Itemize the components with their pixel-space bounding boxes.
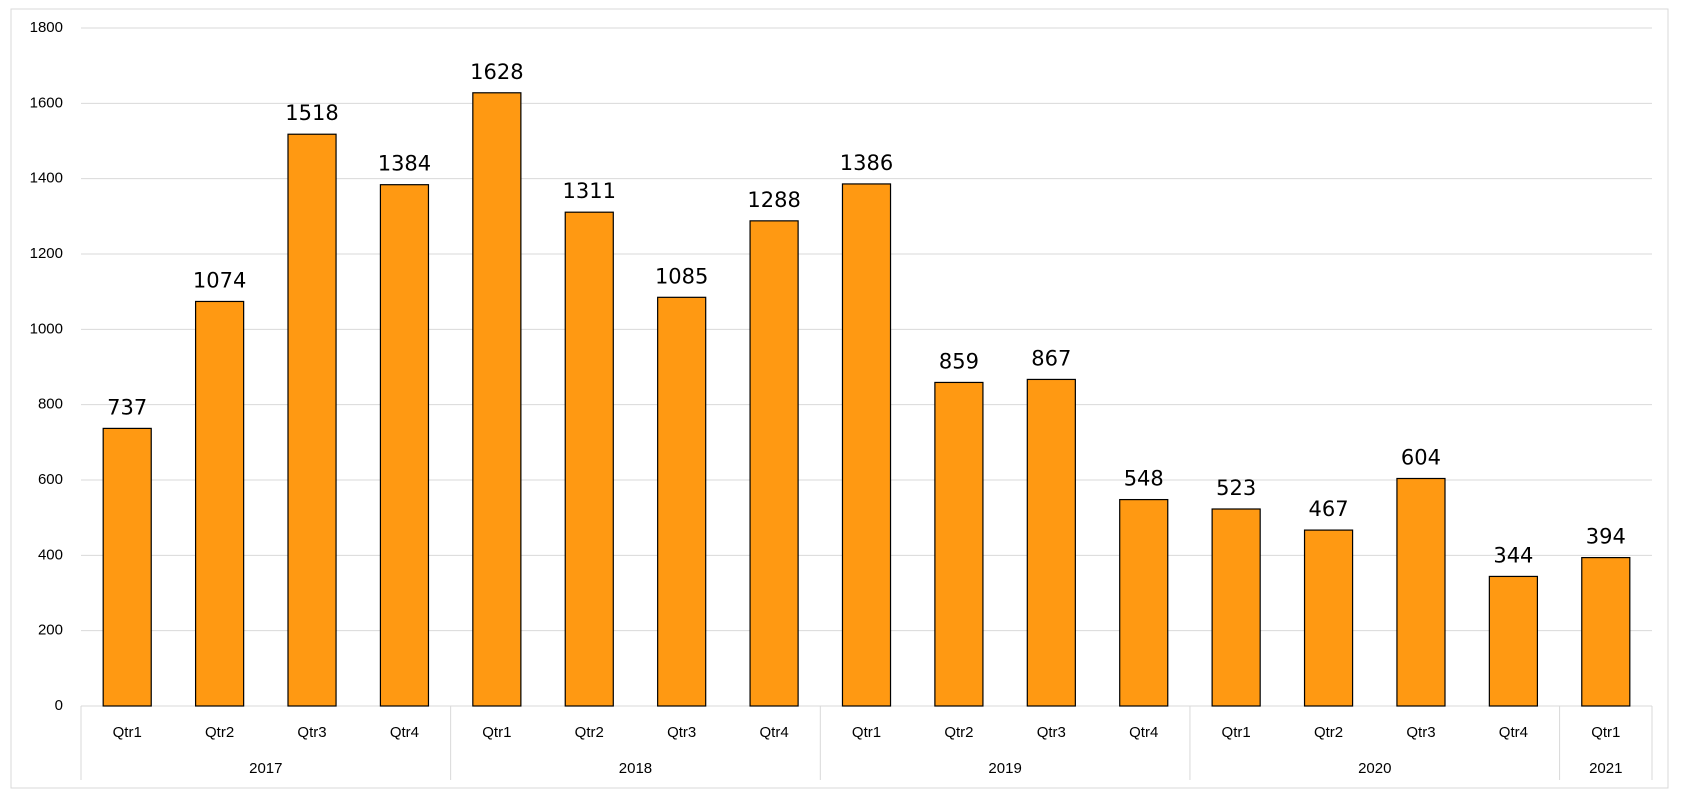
data-label: 1288 [747, 188, 800, 212]
y-tick-label: 1400 [30, 170, 63, 187]
x-tick-label: Qtr1 [1222, 724, 1251, 741]
y-tick-label: 0 [55, 697, 63, 714]
x-tick-label: Qtr1 [482, 724, 511, 741]
bar [1303, 529, 1354, 707]
group-label: 2021 [1589, 760, 1622, 777]
bar [194, 300, 245, 707]
y-tick-label: 1000 [30, 320, 63, 337]
bar [472, 92, 522, 707]
y-tick-label: 600 [38, 471, 63, 488]
x-tick-label: Qtr4 [1129, 724, 1158, 741]
chart-border [10, 8, 1669, 789]
data-label: 867 [1031, 346, 1071, 370]
data-label: 1384 [378, 152, 431, 176]
x-tick-label: Qtr2 [944, 724, 973, 741]
y-tick-label: 400 [38, 546, 63, 563]
bar [379, 184, 430, 707]
bar [1581, 556, 1631, 707]
bar [1119, 498, 1169, 707]
bar [657, 296, 707, 707]
data-label: 859 [939, 349, 979, 373]
x-tick-label: Qtr3 [1406, 724, 1435, 741]
y-tick-label: 1600 [30, 94, 63, 111]
x-tick-label: Qtr4 [390, 724, 419, 741]
y-tick-label: 1200 [30, 245, 63, 262]
data-label: 1518 [285, 101, 338, 125]
group-label: 2017 [249, 760, 282, 777]
bar [564, 211, 614, 707]
bar [1211, 508, 1261, 707]
y-tick-label: 1800 [30, 19, 63, 36]
bar [934, 381, 984, 707]
data-label: 548 [1124, 467, 1164, 491]
data-label: 523 [1216, 476, 1256, 500]
bar [841, 183, 892, 707]
data-label: 737 [107, 395, 147, 419]
group-label: 2018 [619, 760, 652, 777]
x-tick-label: Qtr1 [852, 724, 881, 741]
bar [102, 427, 152, 707]
y-tick-label: 200 [38, 622, 63, 639]
bar [1396, 477, 1446, 707]
data-label: 1628 [470, 60, 523, 84]
group-label: 2020 [1358, 760, 1391, 777]
bar [1026, 378, 1076, 707]
x-tick-label: Qtr3 [297, 724, 326, 741]
x-tick-label: Qtr1 [113, 724, 142, 741]
x-tick-label: Qtr2 [205, 724, 234, 741]
data-label: 1311 [563, 179, 616, 203]
x-tick-label: Qtr1 [1591, 724, 1620, 741]
y-tick-label: 800 [38, 396, 63, 413]
data-label: 467 [1309, 497, 1349, 521]
data-label: 1074 [193, 268, 246, 292]
bar [1488, 575, 1539, 707]
data-label: 604 [1401, 445, 1441, 469]
x-tick-label: Qtr2 [575, 724, 604, 741]
x-tick-label: Qtr3 [1037, 724, 1066, 741]
bar [287, 133, 337, 707]
x-tick-label: Qtr3 [667, 724, 696, 741]
bar [749, 220, 799, 707]
x-tick-label: Qtr2 [1314, 724, 1343, 741]
group-label: 2019 [988, 760, 1021, 777]
data-label: 1085 [655, 264, 708, 288]
data-label: 394 [1586, 525, 1626, 549]
data-label: 1386 [840, 151, 893, 175]
x-tick-label: Qtr4 [759, 724, 788, 741]
data-label: 344 [1493, 543, 1533, 567]
x-tick-label: Qtr4 [1499, 724, 1528, 741]
